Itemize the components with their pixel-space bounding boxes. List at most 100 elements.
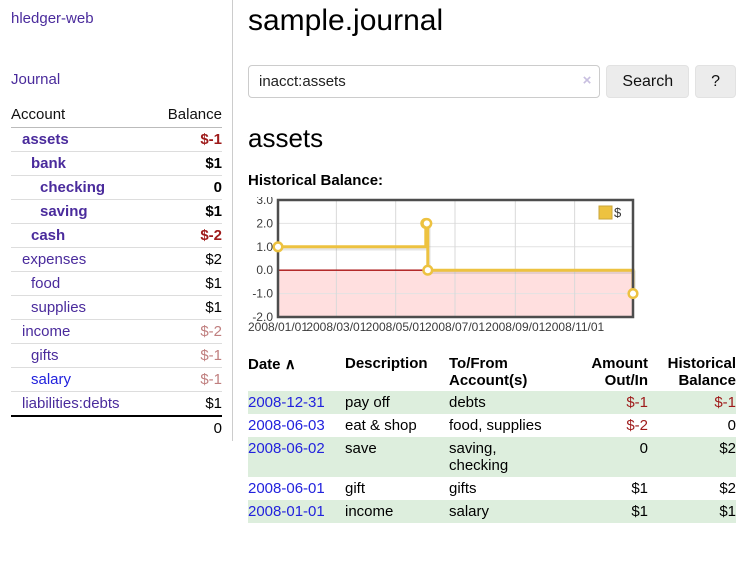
account-balance: $1 <box>151 295 222 320</box>
transaction-balance: $-1 <box>714 394 736 411</box>
account-link[interactable]: saving <box>40 203 88 220</box>
x-tick-label: 2008/09/01 <box>485 320 545 334</box>
search-button[interactable]: Search <box>606 65 690 98</box>
account-balance: 0 <box>151 175 222 200</box>
data-point-marker <box>422 264 434 276</box>
account-balance: $1 <box>151 391 222 416</box>
transaction-balance: $2 <box>719 440 736 457</box>
date-header-label: Date <box>248 356 281 373</box>
account-balance: $1 <box>151 151 222 176</box>
transaction-accounts: gifts <box>449 480 477 497</box>
transaction-date-link[interactable]: 2008-12-31 <box>248 394 325 411</box>
account-balance: $2 <box>151 247 222 272</box>
transaction-accounts: food, supplies <box>449 417 542 434</box>
transaction-date-link[interactable]: 2008-06-01 <box>248 480 325 497</box>
register-row: 2008-01-01 income salary $1 $1 <box>248 500 736 523</box>
register-header-description: Description <box>345 355 428 372</box>
account-row: expenses $2 <box>11 247 222 272</box>
register-header-accounts: To/From Account(s) <box>449 355 528 389</box>
x-tick-label: 2008/05/01 <box>366 320 426 334</box>
transaction-amount: $1 <box>631 480 648 497</box>
account-link[interactable]: gifts <box>31 347 59 364</box>
transaction-amount: $-2 <box>626 417 648 434</box>
account-link[interactable]: assets <box>22 131 69 148</box>
transaction-description: gift <box>345 480 366 497</box>
transaction-amount: 0 <box>639 440 648 457</box>
brand-link[interactable]: hledger-web <box>11 10 94 27</box>
accounts-header-account: Account <box>11 103 152 128</box>
account-link[interactable]: liabilities:debts <box>22 395 120 412</box>
register-header-balance: Historical Balance <box>667 355 736 389</box>
search-form: × Search ? <box>248 65 736 98</box>
account-row: cash $-2 <box>11 223 222 248</box>
data-point-marker <box>421 217 433 229</box>
account-link[interactable]: expenses <box>22 251 87 268</box>
accounts-total-row: 0 <box>11 415 222 440</box>
register-table: Date ∧ Description To/From Account(s) Am… <box>248 353 736 523</box>
transaction-date-link[interactable]: 2008-01-01 <box>248 503 325 520</box>
transaction-date-link[interactable]: 2008-06-03 <box>248 417 325 434</box>
account-link[interactable]: cash <box>31 227 66 244</box>
register-body: 2008-12-31 pay off debts $-1 $-1 2008-06-03 ea… <box>248 391 736 523</box>
x-tick-label: 2008/11/01 <box>545 320 604 334</box>
account-link[interactable]: food <box>31 275 61 292</box>
transaction-description: save <box>345 440 377 457</box>
register-header-date[interactable]: Date ∧ <box>248 353 345 391</box>
sidebar-item-journal[interactable]: Journal <box>11 71 61 88</box>
account-row: income $-2 <box>11 319 222 344</box>
x-tick-label: 2008/01/01 <box>248 320 308 334</box>
account-row: supplies $1 <box>11 295 222 320</box>
help-button[interactable]: ? <box>695 65 736 98</box>
y-tick-label: 2.0 <box>256 216 273 230</box>
account-row: checking 0 <box>11 175 222 200</box>
transaction-accounts: saving, checking <box>449 440 509 474</box>
x-tick-label: 2008/03/01 <box>306 320 366 334</box>
account-balance: $1 <box>151 271 222 296</box>
transaction-accounts: debts <box>449 394 486 411</box>
register-row: 2008-06-01 gift gifts $1 $2 <box>248 477 736 500</box>
y-tick-label: -1.0 <box>252 287 273 301</box>
accounts-header-row: Account Balance <box>11 103 222 128</box>
account-title: assets <box>248 123 324 153</box>
balance-chart: $3.0 2.0 1.0 0.0 -1.0 -2.02008/01/012008/03/0… <box>248 197 639 334</box>
accounts-total-value: 0 <box>151 415 222 440</box>
transaction-description: pay off <box>345 394 390 411</box>
accounts-table: Account Balance assets $-1 bank $1 checking 0… <box>11 103 222 440</box>
transaction-date-link[interactable]: 2008-06-02 <box>248 440 325 457</box>
transaction-amount: $-1 <box>626 394 648 411</box>
page: hledger-web Journal Account Balance asse… <box>0 0 736 523</box>
legend-label: $ <box>614 205 622 220</box>
account-row: gifts $-1 <box>11 343 222 368</box>
y-tick-label: 0.0 <box>256 263 273 277</box>
y-tick-label: 3.0 <box>256 197 273 207</box>
y-tick-label: -2.0 <box>252 310 273 324</box>
transaction-description: income <box>345 503 394 520</box>
account-balance: $1 <box>151 199 222 224</box>
plot-border <box>276 198 635 319</box>
chart-title: Historical Balance: <box>248 172 384 189</box>
transaction-accounts: salary <box>449 503 490 520</box>
account-link[interactable]: salary <box>31 371 72 388</box>
account-link[interactable]: income <box>22 323 71 340</box>
transaction-amount: $1 <box>631 503 648 520</box>
account-balance: $-2 <box>151 319 222 344</box>
account-balance: $-1 <box>151 343 222 368</box>
page-title: sample.journal <box>248 4 444 37</box>
sort-asc-icon: ∧ <box>284 356 296 373</box>
clear-search-icon[interactable]: × <box>582 72 592 89</box>
account-row: salary $-1 <box>11 367 222 392</box>
sidebar: hledger-web Journal Account Balance asse… <box>0 0 233 441</box>
account-link[interactable]: checking <box>40 179 106 196</box>
register-row: 2008-12-31 pay off debts $-1 $-1 <box>248 391 736 414</box>
transaction-balance: $2 <box>719 480 736 497</box>
account-row: liabilities:debts $1 <box>11 391 222 416</box>
account-link[interactable]: bank <box>31 155 67 172</box>
accounts-header-balance: Balance <box>151 103 222 128</box>
register-row: 2008-06-03 eat & shop food, supplies $-2 0 <box>248 414 736 437</box>
account-link[interactable]: supplies <box>31 299 87 316</box>
transaction-balance: 0 <box>727 417 736 434</box>
account-balance: $-2 <box>151 223 222 248</box>
search-input[interactable] <box>248 65 601 98</box>
account-row: assets $-1 <box>11 128 222 152</box>
data-point-marker <box>272 241 284 253</box>
